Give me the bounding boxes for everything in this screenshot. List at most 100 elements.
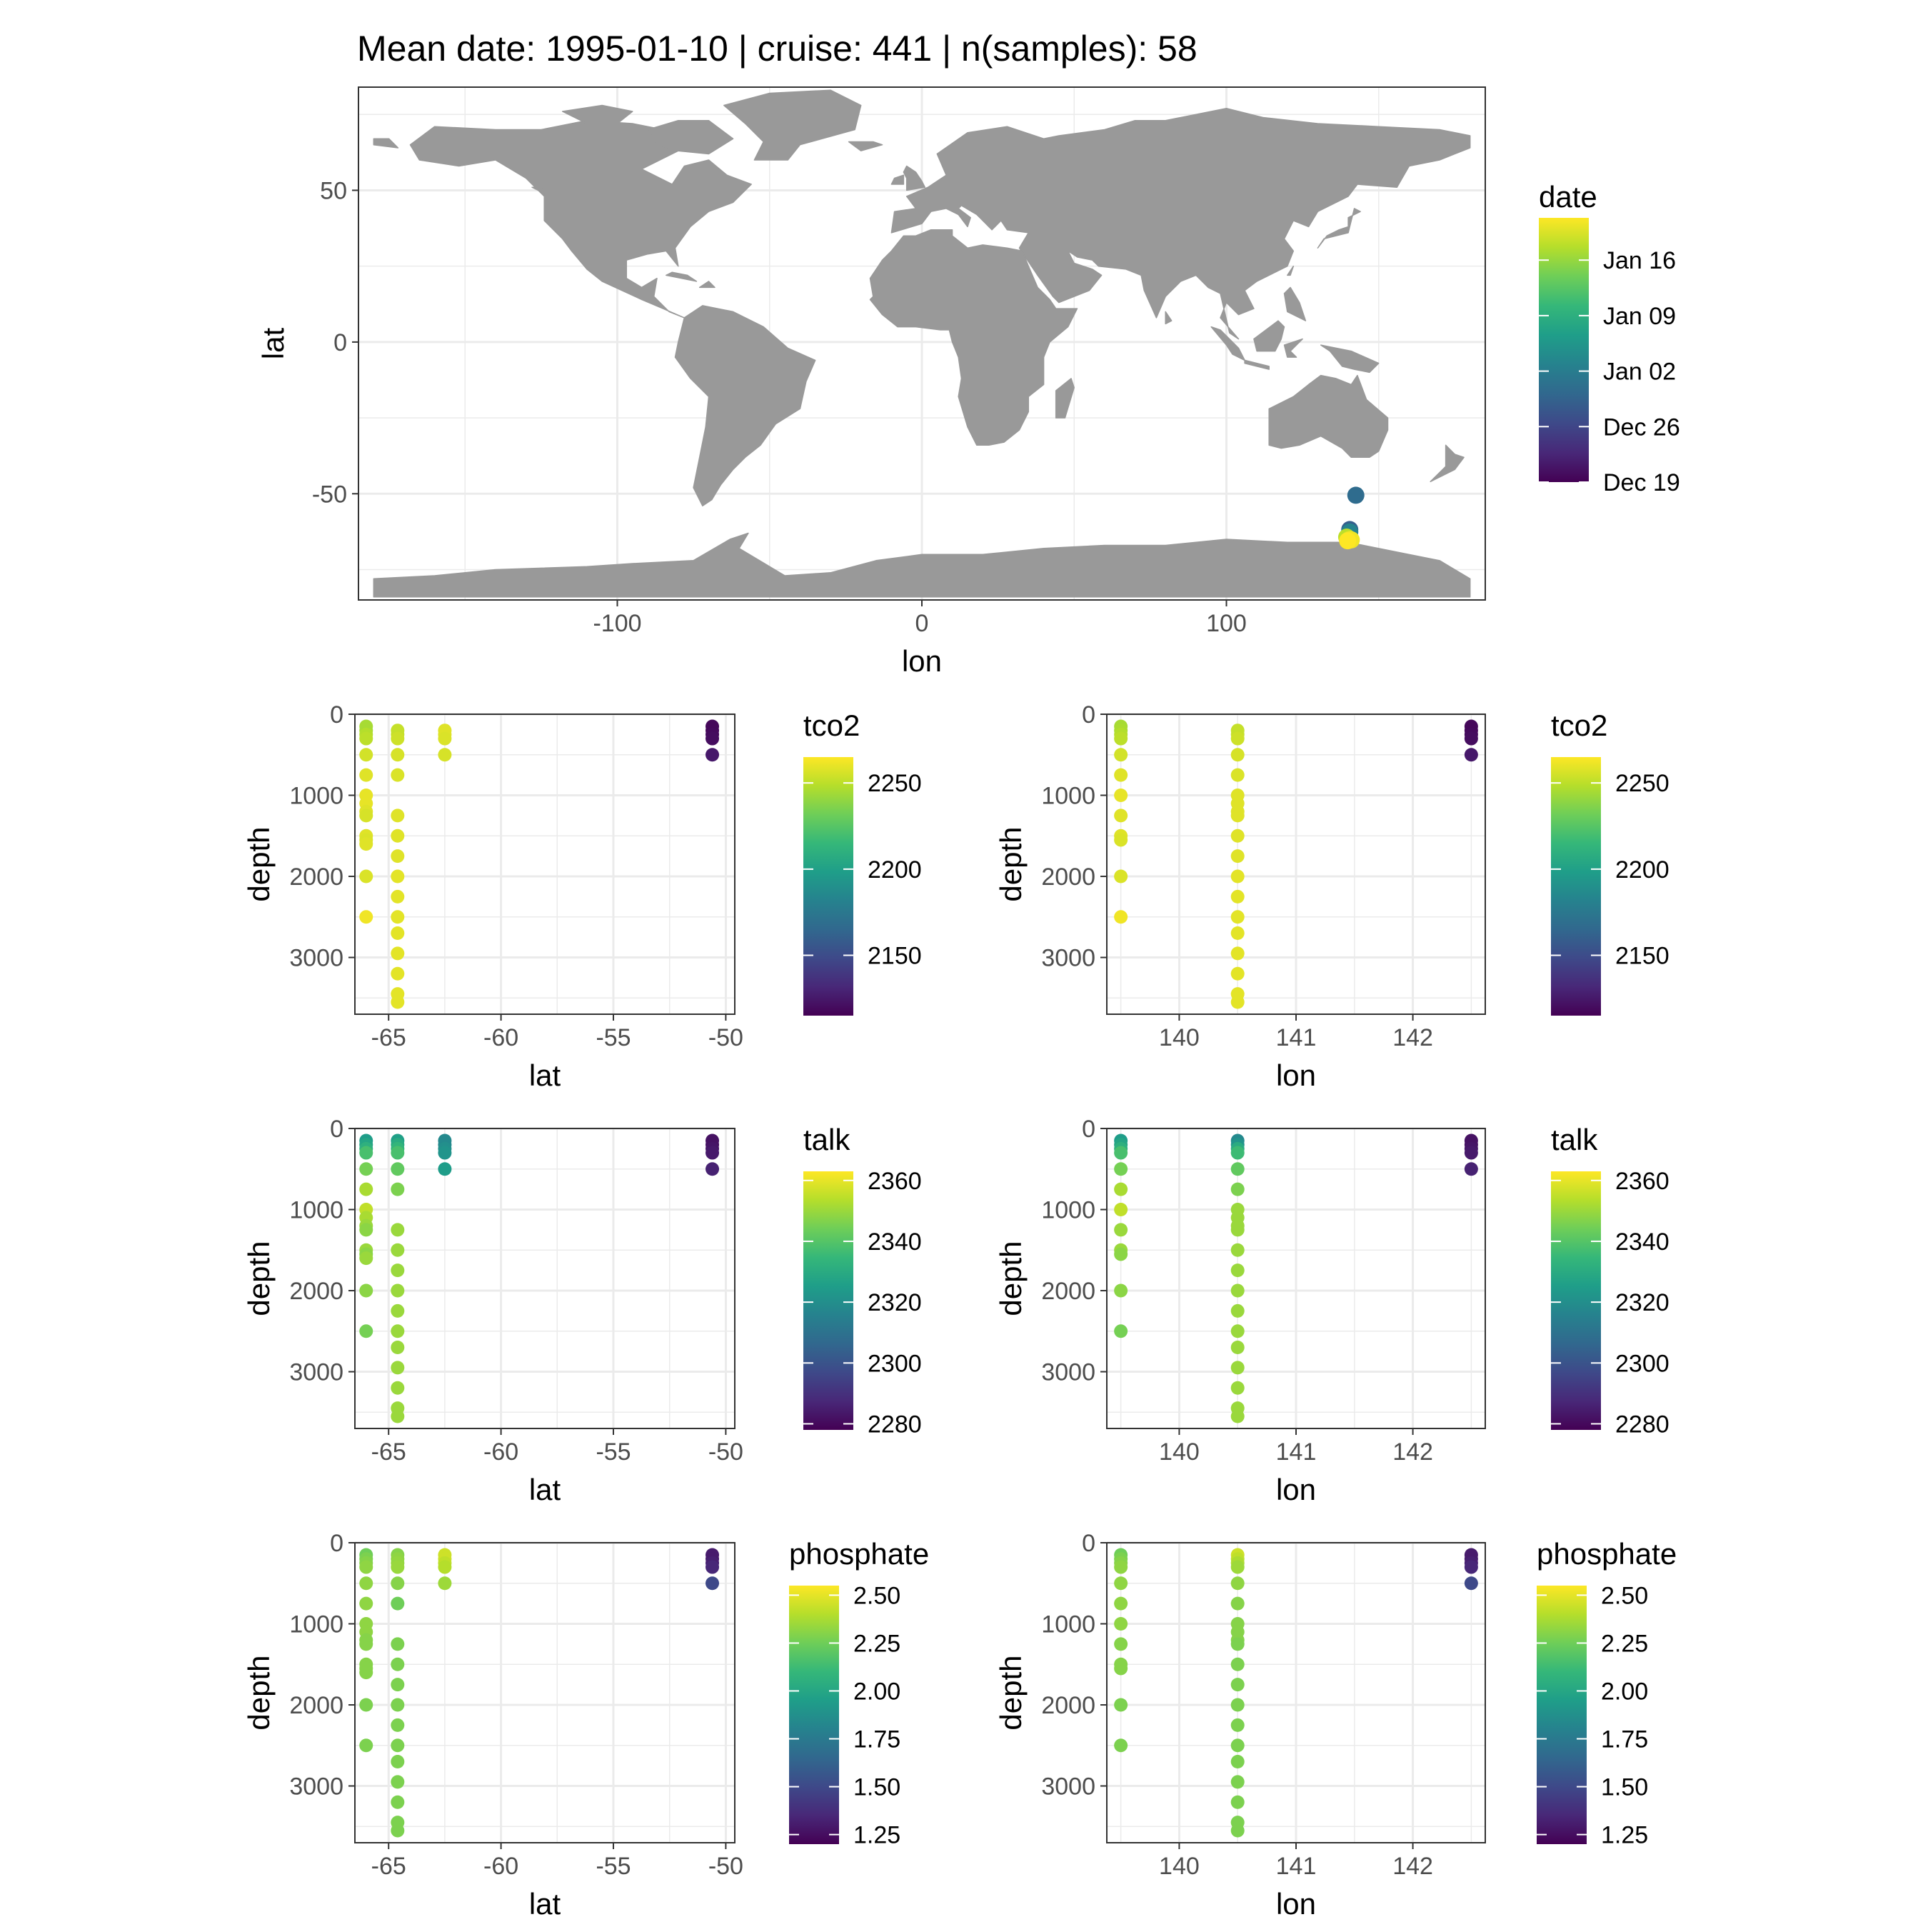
- land-polygon: [373, 532, 1471, 598]
- data-point: [391, 1596, 405, 1611]
- data-point: [1464, 1576, 1478, 1591]
- colorbar-label: 2340: [1615, 1228, 1670, 1256]
- data-point: [359, 731, 373, 746]
- data-point: [706, 1146, 720, 1160]
- y-tick-label: 1000: [289, 1611, 343, 1638]
- legend-talk: talk 2360 2340 2320 2300 2280: [1551, 1123, 1670, 1438]
- data-point: [1230, 1718, 1245, 1732]
- land-polygon: [531, 186, 545, 194]
- data-point: [1230, 1795, 1245, 1809]
- data-point: [1230, 1223, 1245, 1237]
- y-tick-label: 3000: [289, 945, 343, 972]
- data-point: [438, 1560, 452, 1574]
- data-point: [1114, 789, 1128, 803]
- legend-title: talk: [803, 1123, 850, 1156]
- data-point: [391, 1162, 405, 1176]
- y-tick-label: 0: [1082, 1530, 1095, 1557]
- data-point: [1230, 1283, 1245, 1298]
- y-tick-label: 0: [1082, 1116, 1095, 1143]
- data-point: [359, 1738, 373, 1753]
- data-point: [706, 1162, 720, 1176]
- legend-phosphate: phosphate 2.50 2.25 2.00 1.75 1.50 1.25: [1537, 1537, 1677, 1849]
- data-point: [359, 1146, 373, 1160]
- land-polygon: [1320, 344, 1380, 374]
- x-tick-label: -55: [596, 1024, 631, 1051]
- data-point: [359, 1698, 373, 1712]
- y-tick-label: 2000: [289, 864, 343, 891]
- legend-tco2: tco2 2250 2200 2150: [1551, 709, 1670, 1016]
- legend-phosphate: phosphate 2.50 2.25 2.00 1.75 1.50 1.25: [789, 1537, 929, 1849]
- colorbar-label: Jan 09: [1603, 303, 1676, 330]
- y-tick-label: 0: [330, 701, 343, 729]
- colorbar-label: 2300: [1615, 1350, 1670, 1377]
- colorbar-label: 2150: [1615, 943, 1670, 970]
- panel-talk-lon: 140 141 142 0 1000 2000 3000 lon depth talk 2360 23…: [994, 1116, 1670, 1506]
- data-point: [391, 926, 405, 940]
- data-point: [391, 1303, 405, 1318]
- panel-border: [354, 1542, 735, 1843]
- data-point: [359, 1666, 373, 1680]
- panel-background: [355, 1543, 735, 1843]
- panel-map: -100 0 100 -50 0 50 lon lat date Jan 16 Jan 09 Jan …: [256, 86, 1680, 678]
- land-polygon: [698, 281, 716, 289]
- data-point: [1230, 1754, 1245, 1768]
- x-tick-label: 140: [1159, 1853, 1200, 1880]
- data-point: [1464, 731, 1478, 746]
- data-point: [1230, 1243, 1245, 1257]
- data-point: [391, 768, 405, 782]
- x-tick-label: -55: [596, 1438, 631, 1466]
- data-point: [1114, 1576, 1128, 1591]
- y-tick-label: 3000: [289, 1359, 343, 1386]
- data-point: [359, 1576, 373, 1591]
- data-point: [391, 1263, 405, 1278]
- data-point: [1230, 1657, 1245, 1671]
- x-tick-label: -50: [708, 1024, 743, 1051]
- data-point: [391, 1775, 405, 1789]
- legend-title: talk: [1551, 1123, 1598, 1156]
- data-point: [438, 1162, 452, 1176]
- data-point: [1114, 1223, 1128, 1237]
- data-point: [391, 829, 405, 843]
- colorbar: [1551, 757, 1601, 1016]
- colorbar-label: 2300: [868, 1350, 922, 1377]
- data-point: [1230, 995, 1245, 1009]
- x-tick-label: -65: [371, 1853, 406, 1880]
- legend-title: date: [1539, 180, 1597, 214]
- colorbar: [803, 1171, 853, 1430]
- data-point: [1230, 829, 1245, 843]
- y-tick-label: 3000: [1041, 1773, 1095, 1801]
- data-point: [1114, 1637, 1128, 1651]
- colorbar-label: 2.00: [1601, 1678, 1648, 1705]
- data-point: [1114, 1617, 1128, 1631]
- y-axis-title: depth: [242, 826, 276, 901]
- data-point: [391, 1718, 405, 1732]
- data-point: [1230, 1182, 1245, 1196]
- data-point: [391, 1738, 405, 1753]
- data-point: [391, 1324, 405, 1338]
- y-tick-label: 50: [320, 177, 347, 204]
- land-polygon: [1283, 338, 1303, 358]
- data-point: [359, 1596, 373, 1611]
- colorbar-label: 1.25: [853, 1822, 900, 1849]
- x-tick-label: -100: [593, 610, 641, 637]
- y-tick-label: 2000: [1041, 864, 1095, 891]
- land-polygon: [890, 107, 1471, 340]
- data-point: [1464, 1146, 1478, 1160]
- data-point: [359, 809, 373, 823]
- y-axis-title: depth: [994, 1241, 1028, 1316]
- colorbar-label: 2340: [868, 1228, 922, 1256]
- data-point: [1114, 1182, 1128, 1196]
- colorbar-label: 2280: [868, 1411, 922, 1438]
- y-tick-label: 3000: [1041, 1359, 1095, 1386]
- colorbar-label: 1.75: [853, 1726, 900, 1753]
- data-point: [1230, 1409, 1245, 1423]
- data-point: [359, 910, 373, 924]
- data-point: [438, 731, 452, 746]
- data-points: [1114, 1133, 1478, 1423]
- data-point: [1230, 1637, 1245, 1651]
- colorbar-label: 2360: [868, 1168, 922, 1195]
- colorbar-label: 1.50: [1601, 1774, 1648, 1801]
- data-point: [391, 809, 405, 823]
- data-point: [1230, 849, 1245, 864]
- data-point: [391, 1637, 405, 1651]
